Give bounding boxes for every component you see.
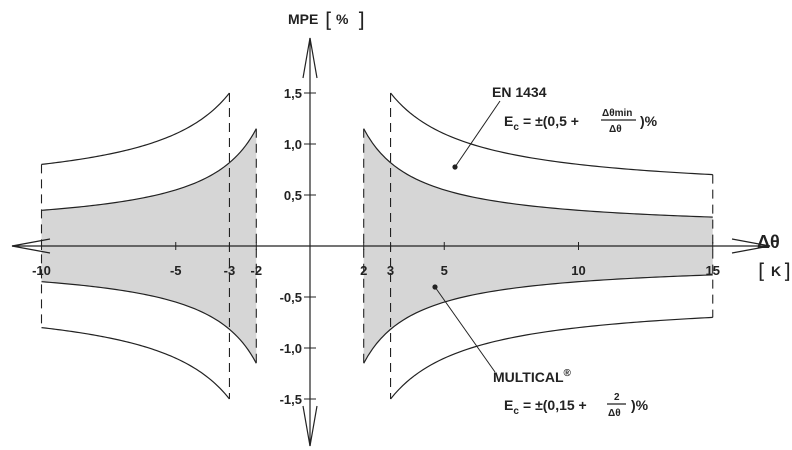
en1434-leader-dot: [452, 164, 458, 170]
en1434-formula-denominator: Δθ: [609, 124, 622, 135]
curve-multical-left-upper: [41, 128, 257, 211]
y-axis-label: MPE: [288, 11, 318, 27]
en1434-leader-line: [454, 100, 501, 168]
multical-leader-line: [434, 286, 496, 373]
curve-multical-left-lower: [41, 281, 257, 364]
multical-formula-denominator: Δθ: [608, 408, 621, 419]
error-curves: [41, 92, 713, 400]
x-tick-label-6: 5: [441, 263, 448, 278]
curve-en1434-left-upper: [41, 92, 230, 165]
ticks: -10 -5 -3 -2 2 3 5 10 15 1,5 1,0 0,5 -0,5 -1,0 -1,5: [32, 86, 720, 407]
x-axis-unit-close: ]: [783, 259, 791, 283]
x-axis-arrow-left: [11, 238, 51, 254]
y-axis-unit-open: [: [325, 8, 333, 32]
multical-label: MULTICAL®: [493, 368, 572, 385]
x-tick-label-7: 10: [571, 263, 585, 278]
curve-multical-right-upper: [363, 128, 713, 218]
x-tick-label-2: -3: [224, 263, 236, 278]
x-tick-label-5: 3: [387, 263, 394, 278]
y-tick-label-1: 1,0: [284, 137, 302, 152]
curve-en1434-right-upper: [390, 92, 713, 176]
x-tick-label-4: 2: [360, 263, 367, 278]
x-axis-unit-open: [: [758, 259, 766, 283]
en1434-annotation: EN 1434 Ec = ±(0,5 + Δθmin Δθ )%: [452, 84, 658, 170]
multical-formula-body: = ±(0,15 +: [523, 397, 587, 413]
multical-formula-e: Ec: [504, 397, 519, 417]
en1434-formula-numerator: Δθmin: [602, 108, 632, 119]
x-tick-label-1: -5: [170, 263, 182, 278]
en1434-formula-suffix: )%: [640, 113, 658, 129]
y-tick-label-4: -1,0: [280, 341, 302, 356]
curve-en1434-left-lower: [41, 327, 230, 400]
curve-en1434-right-lower: [390, 316, 713, 400]
y-axis-unit: %: [336, 11, 349, 27]
x-tick-label-8: 15: [706, 263, 720, 278]
x-tick-label-0: -10: [32, 263, 51, 278]
multical-annotation: MULTICAL® Ec = ±(0,15 + 2 Δθ )%: [432, 284, 649, 419]
en1434-formula-e: Ec: [504, 113, 519, 133]
multical-leader-dot: [432, 284, 438, 290]
x-tick-label-3: -2: [251, 263, 263, 278]
y-tick-label-0: 1,5: [284, 86, 302, 101]
y-axis-arrow-up: [302, 37, 318, 79]
en1434-formula-body: = ±(0,5 +: [523, 113, 579, 129]
y-axis-arrow-down: [302, 405, 318, 447]
x-axis-unit: K: [771, 263, 781, 279]
y-tick-label-2: 0,5: [284, 188, 302, 203]
x-axis-arrow-right: [731, 238, 771, 254]
y-tick-label-3: -0,5: [280, 290, 302, 305]
x-axis-label: Δθ: [757, 232, 780, 252]
y-tick-label-5: -1,5: [280, 392, 302, 407]
curve-multical-right-lower: [363, 274, 713, 364]
en1434-label: EN 1434: [492, 84, 547, 100]
multical-formula-numerator: 2: [614, 392, 620, 403]
y-axis-unit-close: ]: [357, 8, 365, 32]
multical-formula-suffix: )%: [631, 397, 649, 413]
